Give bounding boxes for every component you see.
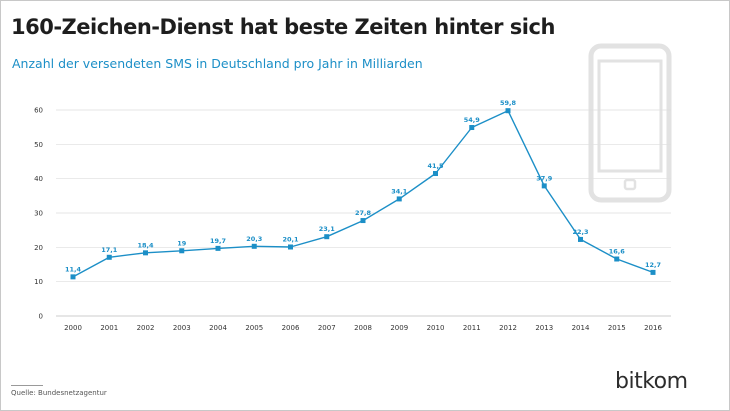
data-point: [433, 171, 438, 177]
data-label: 37,9: [536, 174, 553, 182]
x-tick-label: 2009: [390, 324, 408, 332]
x-tick-label: 2008: [354, 324, 372, 332]
data-label: 20,3: [246, 235, 262, 243]
x-tick-label: 2003: [173, 324, 191, 332]
x-tick-label: 2004: [209, 324, 227, 332]
data-point: [614, 256, 620, 262]
x-tick-label: 2014: [572, 324, 590, 332]
x-tick-label: 2016: [644, 324, 662, 332]
data-point: [288, 244, 293, 250]
series-line: [72, 109, 654, 278]
data-label: 23,1: [319, 225, 336, 233]
x-tick-label: 2011: [463, 324, 481, 332]
data-point: [106, 254, 112, 260]
x-tick-label: 2005: [245, 324, 263, 332]
smartphone-icon: [588, 43, 672, 203]
data-point: [578, 236, 583, 242]
data-label: 27,8: [355, 209, 372, 217]
data-label: 19,7: [210, 237, 226, 245]
data-label: 54,9: [464, 116, 481, 124]
data-label: 20,1: [282, 235, 299, 243]
data-point: [143, 250, 148, 256]
x-tick-label: 2007: [318, 324, 336, 332]
x-tick-label: 2000: [64, 324, 82, 332]
x-tick-label: 2006: [282, 324, 300, 332]
y-tick-label: 0: [39, 313, 43, 321]
source-divider: [11, 385, 43, 386]
y-tick-label: 40: [34, 175, 43, 183]
bitkom-logo: bitkom: [615, 369, 688, 394]
y-tick-label: 60: [34, 107, 43, 115]
y-tick-label: 20: [34, 244, 43, 252]
data-point: [70, 274, 76, 280]
data-point: [505, 108, 511, 114]
data-point: [360, 218, 366, 224]
data-point: [179, 248, 185, 254]
data-point: [324, 234, 330, 240]
data-label: 19: [177, 239, 187, 247]
data-label: 59,8: [500, 99, 517, 107]
data-point: [541, 183, 547, 189]
y-tick-label: 30: [34, 210, 43, 218]
data-point: [396, 196, 402, 202]
data-label: 11,4: [65, 265, 82, 273]
data-label: 41,5: [427, 162, 444, 170]
data-point: [469, 125, 475, 131]
x-tick-label: 2012: [499, 324, 517, 332]
data-label: 12,7: [645, 261, 661, 269]
data-label: 17,1: [101, 246, 118, 254]
data-point: [650, 269, 656, 275]
x-tick-label: 2015: [608, 324, 626, 332]
y-tick-label: 50: [34, 141, 43, 149]
data-label: 18,4: [137, 241, 154, 249]
data-point: [215, 245, 221, 251]
data-label: 16,6: [609, 248, 626, 256]
source-note: Quelle: Bundesnetzagentur: [11, 389, 107, 397]
chart-title: 160-Zeichen-Dienst hat beste Zeiten hint…: [11, 15, 555, 39]
data-label: 34,1: [391, 187, 408, 195]
x-tick-label: 2002: [137, 324, 155, 332]
y-tick-label: 10: [34, 278, 43, 286]
x-tick-label: 2010: [427, 324, 445, 332]
data-point: [251, 243, 257, 249]
x-tick-label: 2013: [535, 324, 553, 332]
chart-subtitle: Anzahl der versendeten SMS in Deutschlan…: [12, 56, 423, 71]
data-label: 22,3: [572, 228, 588, 236]
x-tick-label: 2001: [100, 324, 118, 332]
